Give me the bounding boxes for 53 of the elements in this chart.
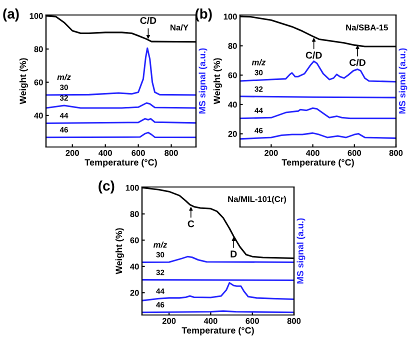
y2-axis-title: MS signal (a.u.) (198, 48, 208, 114)
y-axis-title: Weight (%) (19, 58, 28, 104)
x-tick-label: 800 (287, 318, 301, 324)
y-tick-label: 80 (228, 43, 237, 49)
x-tick-label: 600 (132, 150, 145, 156)
chart-title: (b) (195, 8, 212, 22)
legend-title: m/z (57, 74, 71, 80)
line-series (142, 282, 294, 302)
annotation: D (230, 250, 237, 258)
text: Na/SBA-15 (346, 24, 388, 31)
line-series (240, 60, 396, 82)
y-tick-label: 80 (130, 211, 139, 218)
line-series (46, 47, 196, 96)
x-axis-title: Temperature (°C) (282, 158, 354, 168)
y-tick-label: 100 (30, 13, 43, 19)
line-series (240, 107, 396, 120)
annotation: C/D (140, 16, 156, 24)
annotation: C/D (306, 52, 322, 59)
text: Na/Y (170, 24, 188, 31)
x-tick-label: 800 (164, 150, 178, 156)
annotation: C (188, 220, 194, 228)
y-tick-label: 60 (130, 237, 139, 244)
x-tick-label: 400 (306, 150, 320, 156)
x-tick-label: 400 (204, 318, 218, 324)
x-tick-label: 200 (162, 318, 176, 324)
y-tick-label: 20 (130, 290, 139, 296)
y-tick-label: 100 (224, 14, 237, 20)
x-tick-label: 200 (66, 150, 79, 156)
x-tick-label: 600 (348, 150, 362, 156)
y2-axis-title: MS signal (a.u.) (296, 218, 306, 284)
y-axis-title: Weight (%) (115, 228, 124, 274)
annotation: C/D (350, 58, 366, 66)
y-tick-label: 100 (126, 184, 139, 191)
x-tick-label: 600 (246, 318, 259, 324)
y-tick-label: 40 (130, 264, 139, 270)
x-axis-title: Temperature (°C) (182, 326, 254, 336)
y-tick-label: 40 (34, 112, 43, 119)
x-tick-label: 400 (98, 150, 112, 156)
y-tick-label: 60 (34, 79, 43, 86)
x-tick-label: 800 (389, 150, 403, 156)
y-tick-label: 80 (34, 46, 43, 52)
y2-axis-title: MS signal (a.u.) (398, 48, 408, 114)
x-axis-title: Temperature (°C) (84, 158, 157, 168)
y-tick-label: 40 (228, 102, 237, 108)
y-tick-label: 20 (228, 131, 237, 137)
y-tick-label: 60 (228, 72, 237, 78)
x-tick-label: 200 (264, 150, 278, 156)
legend-title: m/z (153, 242, 168, 248)
legend-title: m/z (252, 59, 266, 66)
chart-title: (c) (98, 180, 114, 194)
text: Na/MIL-101(Cr) (228, 196, 286, 204)
y-axis-title: Weight (%) (213, 58, 222, 104)
chart-title: (a) (3, 8, 19, 22)
